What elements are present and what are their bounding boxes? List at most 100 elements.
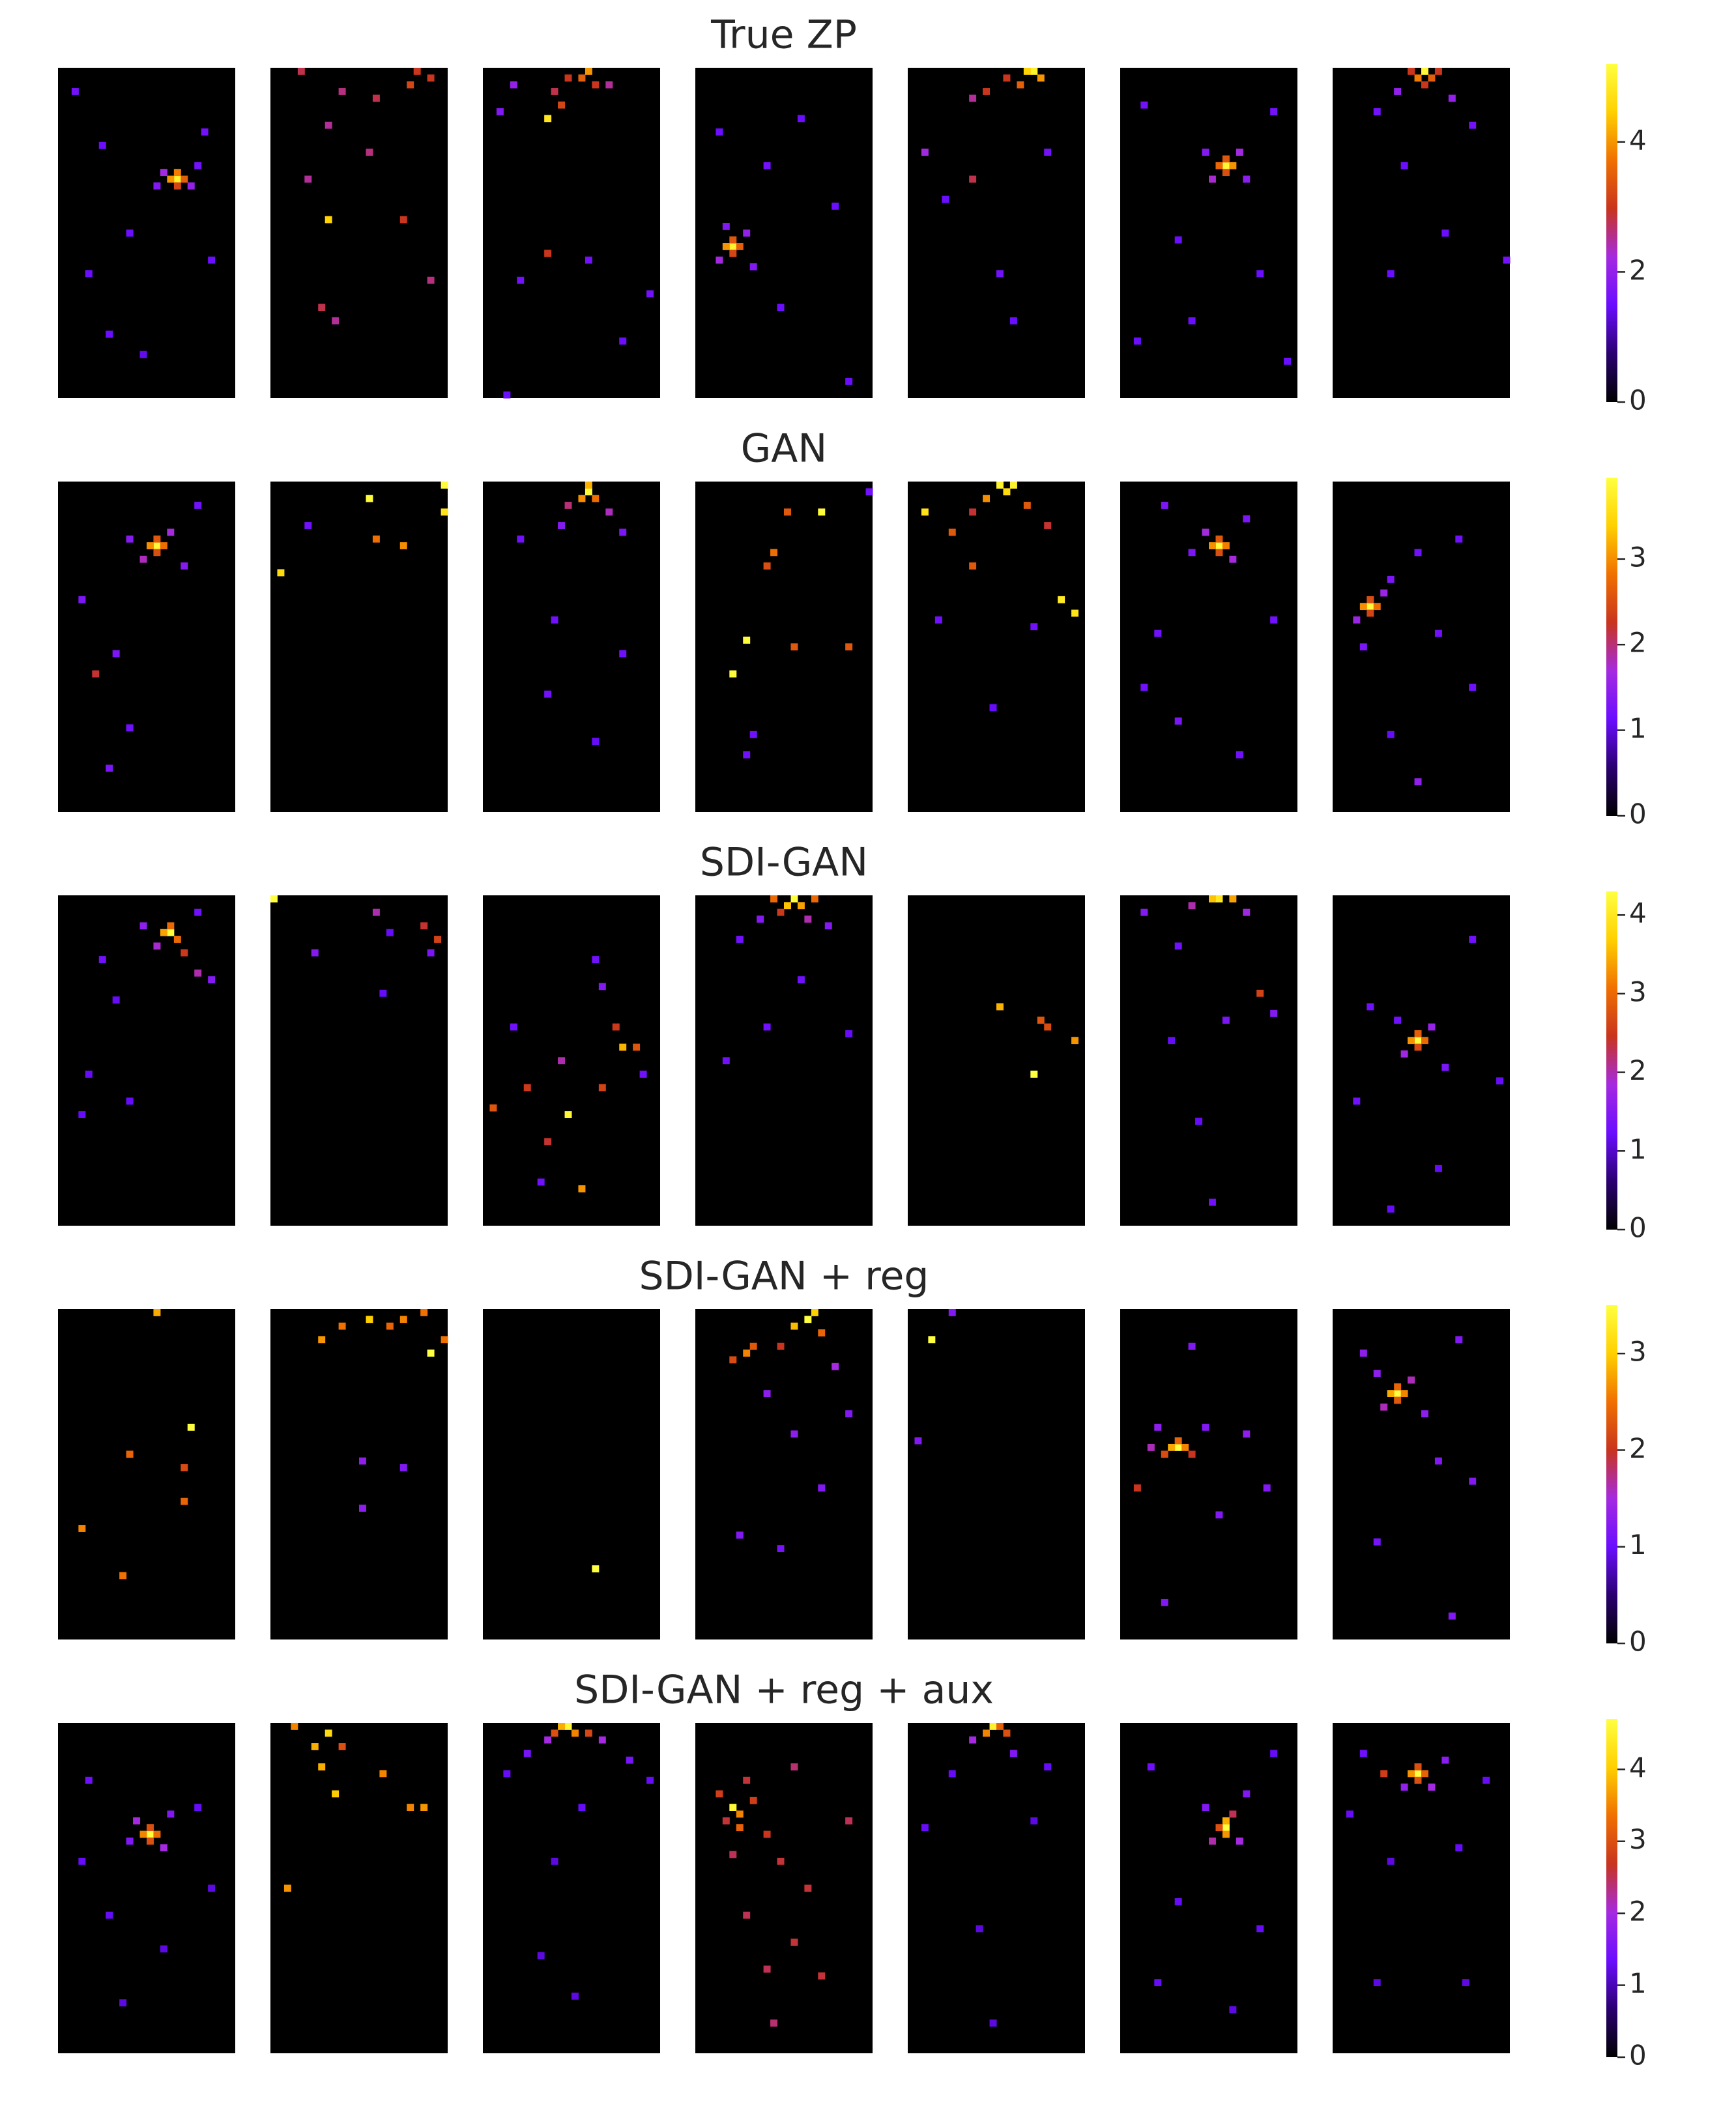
heatmap-cell: [592, 738, 600, 745]
heatmap-cell: [139, 1830, 147, 1838]
heatmap-cell: [1044, 149, 1052, 156]
heatmap-cell: [1140, 101, 1148, 109]
heatmap-cell: [160, 1945, 167, 1953]
heatmap-cell: [551, 1729, 558, 1737]
heatmap-cell: [722, 1817, 730, 1825]
heatmap-cell: [1009, 317, 1017, 325]
heatmap-cell: [777, 1545, 785, 1552]
heatmap-panel: [1120, 1723, 1297, 2053]
heatmap-cell: [790, 1939, 798, 1946]
heatmap-cell: [544, 1736, 552, 1744]
heatmap-cell: [797, 902, 805, 910]
heatmap-cell: [420, 1309, 428, 1316]
heatmap-cell: [1023, 68, 1031, 75]
heatmap-cell: [427, 949, 435, 957]
heatmap-cell: [969, 1736, 977, 1744]
heatmap-cell: [1030, 623, 1038, 631]
heatmap-cell: [139, 351, 147, 358]
heatmap-cell: [1414, 74, 1422, 82]
heatmap-cell: [194, 969, 202, 977]
heatmap-cell: [194, 162, 202, 169]
heatmap-cell: [153, 182, 161, 190]
heatmap-cell: [1387, 1857, 1395, 1865]
heatmap-panel: [58, 1309, 235, 1639]
heatmap-cell: [969, 94, 977, 102]
heatmap-cell: [777, 1857, 785, 1865]
heatmap-cell: [1353, 1097, 1361, 1105]
colorbar-tick-label: 1: [1629, 1967, 1647, 1999]
heatmap-cell: [1236, 1837, 1243, 1845]
heatmap-panel: [695, 68, 873, 398]
heatmap-cell: [98, 141, 106, 149]
heatmap-cell: [1414, 1030, 1422, 1037]
heatmap-cell: [1044, 1763, 1052, 1770]
heatmap-cell: [366, 1316, 373, 1323]
heatmap-cell: [489, 1104, 497, 1112]
heatmap-cell: [112, 996, 120, 1004]
heatmap-cell: [736, 936, 744, 943]
colorbar-tick-label: 1: [1629, 1529, 1647, 1561]
heatmap-cell: [592, 956, 600, 963]
heatmap-cell: [71, 88, 79, 95]
heatmap-cell: [304, 522, 312, 529]
colorbar: [1606, 1719, 1617, 2057]
heatmap-cell: [1373, 1370, 1381, 1377]
heatmap-cell: [304, 175, 312, 183]
heatmap-cell: [1469, 1477, 1477, 1485]
heatmap-cell: [181, 562, 188, 570]
heatmap-cell: [106, 1911, 113, 1919]
heatmap-cell: [1367, 1003, 1374, 1011]
heatmap-cell: [1359, 1750, 1367, 1757]
heatmap-cell: [147, 1830, 154, 1838]
heatmap-cell: [311, 949, 319, 957]
heatmap-cell: [790, 895, 798, 903]
heatmap-cell: [1188, 1342, 1196, 1350]
heatmap-cell: [1441, 229, 1449, 237]
heatmap-cell: [372, 908, 380, 916]
heatmap-cell: [1414, 1037, 1422, 1045]
heatmap-cell: [1270, 1009, 1278, 1017]
heatmap-cell: [1359, 1350, 1367, 1357]
heatmap-panel: [483, 1309, 660, 1639]
heatmap-cell: [1441, 1063, 1449, 1071]
heatmap-cell: [763, 562, 771, 570]
heatmap-cell: [592, 495, 600, 502]
heatmap-cell: [811, 1309, 818, 1316]
heatmap-cell: [832, 1363, 839, 1370]
heatmap-cell: [1256, 989, 1264, 997]
heatmap-cell: [743, 751, 751, 758]
heatmap-cell: [106, 764, 113, 772]
heatmap-cell: [173, 175, 181, 183]
heatmap-panel: [1120, 895, 1297, 1226]
heatmap-cell: [1071, 1037, 1079, 1045]
heatmap-cell: [1387, 575, 1395, 583]
heatmap-panel: [483, 482, 660, 812]
heatmap-cell: [1428, 1784, 1436, 1791]
heatmap-cell: [153, 549, 161, 556]
heatmap-cell: [790, 1430, 798, 1438]
heatmap-cell: [187, 1423, 195, 1431]
heatmap-cell: [1188, 549, 1196, 556]
heatmap-cell: [1434, 68, 1442, 75]
heatmap-cell: [1236, 751, 1243, 758]
heatmap-cell: [187, 182, 195, 190]
heatmap-cell: [318, 304, 326, 311]
heatmap-cell: [1202, 149, 1209, 156]
heatmap-cell: [1428, 74, 1436, 82]
heatmap-cell: [921, 1824, 929, 1832]
heatmap-cell: [818, 1972, 826, 1980]
heatmap-cell: [1209, 1198, 1216, 1206]
heatmap-cell: [790, 1322, 798, 1330]
heatmap-cell: [523, 1084, 531, 1091]
heatmap-cell: [722, 222, 730, 230]
heatmap-cell: [1003, 1729, 1011, 1737]
heatmap-cell: [208, 1885, 216, 1892]
heatmap-cell: [1469, 936, 1477, 943]
heatmap-cell: [948, 528, 956, 536]
heatmap-cell: [1243, 515, 1251, 523]
colorbar-tick-label: 1: [1629, 1133, 1647, 1165]
heatmap-cell: [427, 1350, 435, 1357]
heatmap-cell: [558, 101, 566, 109]
heatmap-cell: [1147, 1443, 1155, 1451]
colorbar-tick-label: 1: [1629, 712, 1647, 744]
